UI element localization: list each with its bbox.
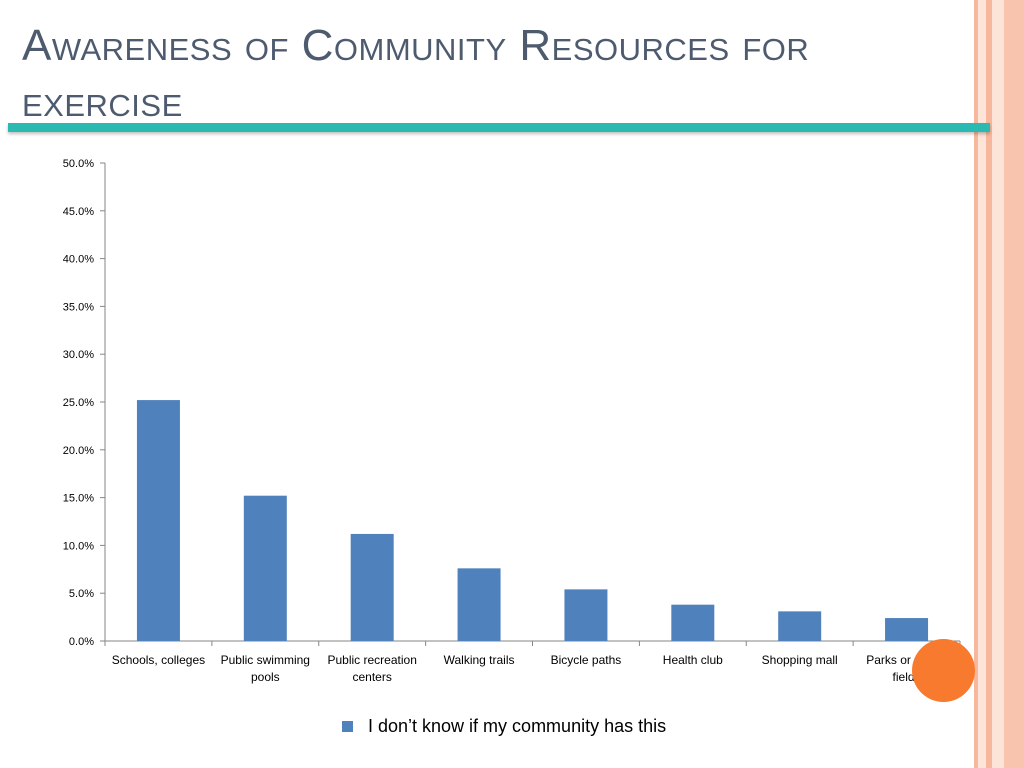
chart-legend: I don’t know if my community has this	[342, 714, 666, 738]
legend-label: I don’t know if my community has this	[368, 715, 667, 736]
orange-circle-marker	[912, 639, 975, 702]
title-underline	[8, 123, 990, 132]
x-category-label: pools	[251, 670, 280, 684]
x-category-label: Public swimming	[221, 653, 310, 667]
slide-title: Awareness of Community Resources for exe…	[22, 21, 810, 126]
x-category-label: Schools, colleges	[112, 653, 205, 667]
bar	[671, 604, 715, 641]
x-category-label: Bicycle paths	[551, 653, 622, 667]
x-category-label: centers	[353, 670, 392, 684]
legend-swatch	[342, 720, 353, 732]
y-tick-label: 25.0%	[63, 397, 94, 409]
x-category-label: Walking trails	[444, 653, 515, 667]
y-tick-label: 0.0%	[69, 636, 94, 648]
y-tick-label: 20.0%	[63, 445, 94, 457]
y-tick-label: 5.0%	[69, 588, 94, 600]
y-tick-label: 45.0%	[63, 206, 94, 218]
bar	[564, 589, 608, 641]
y-tick-label: 10.0%	[63, 540, 94, 552]
x-category-label: Public recreation	[327, 653, 416, 667]
bar	[243, 495, 287, 641]
decorative-stripes	[974, 0, 1024, 768]
bar	[778, 611, 822, 641]
y-tick-label: 50.0%	[63, 158, 94, 170]
x-category-label: Shopping mall	[762, 653, 838, 667]
bar	[136, 400, 180, 641]
bar-chart: 0.0% 5.0% 10.0% 15.0% 20.0% 25.0% 30.0% 35.0% 40…	[63, 158, 961, 684]
x-category-label: Health club	[663, 653, 723, 667]
y-tick-label: 15.0%	[63, 493, 94, 505]
y-tick-label: 35.0%	[63, 301, 94, 313]
y-tick-label: 30.0%	[63, 349, 94, 361]
y-tick-label: 40.0%	[63, 254, 94, 266]
bar	[457, 568, 501, 641]
bar	[885, 618, 929, 641]
bar	[350, 533, 394, 641]
